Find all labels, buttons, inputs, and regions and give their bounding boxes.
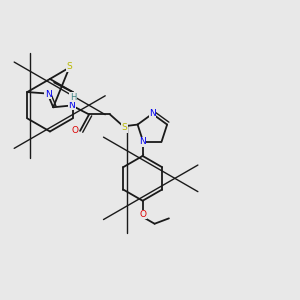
Text: N: N: [45, 90, 52, 99]
Text: N: N: [68, 101, 75, 110]
Text: O: O: [139, 210, 146, 219]
Text: N: N: [139, 137, 146, 146]
Text: N: N: [149, 109, 156, 118]
Text: S: S: [67, 62, 73, 71]
Text: H: H: [70, 93, 76, 102]
Text: S: S: [122, 123, 128, 132]
Text: O: O: [71, 126, 78, 135]
